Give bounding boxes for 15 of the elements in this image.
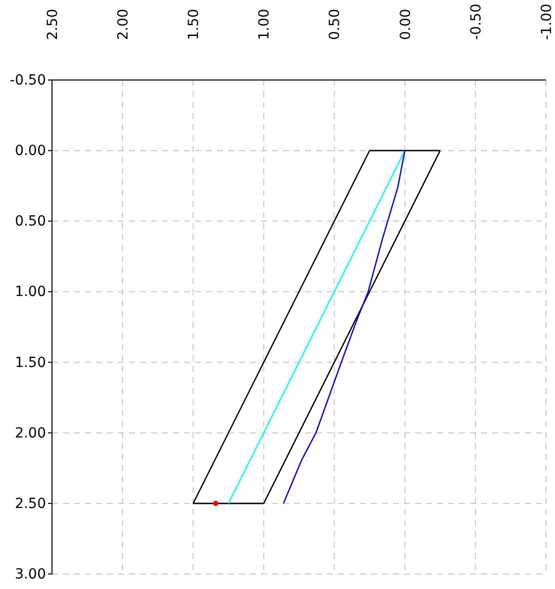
y-tick-label: 0.50 [14,214,46,230]
y-tick-label: 1.50 [14,354,46,371]
x-tick-label: 0.00 [398,8,414,40]
x-tick-label: 0.50 [327,8,344,40]
y-tick-label: 1.00 [14,284,46,300]
x-tick-label: 1.50 [186,8,202,40]
x-tick-label: -0.50 [468,4,484,40]
x-tick-label: 2.00 [115,8,132,40]
y-tick-label: 2.00 [14,425,46,442]
y-tick-label: 3.00 [14,566,46,582]
y-tick-label: -0.50 [10,72,46,88]
y-tick-label: 0.00 [14,143,46,160]
x-tick-label: -1.00 [538,4,555,40]
x-tick-label: 1.00 [256,8,273,40]
y-tick-label: 2.50 [14,496,46,512]
